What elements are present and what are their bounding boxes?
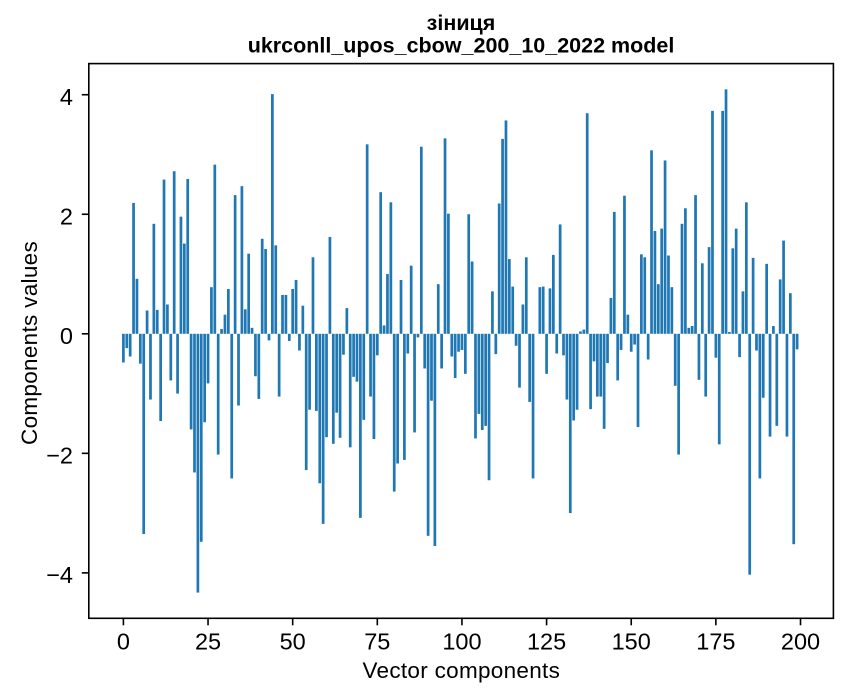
svg-text:200: 200: [781, 628, 820, 654]
svg-text:−4: −4: [46, 562, 73, 588]
svg-text:Vector components: Vector components: [362, 658, 560, 683]
svg-text:4: 4: [60, 84, 73, 110]
svg-text:50: 50: [280, 628, 306, 654]
svg-text:ukrconll_upos_cbow_200_10_2022: ukrconll_upos_cbow_200_10_2022 model: [248, 34, 675, 58]
svg-text:150: 150: [612, 628, 651, 654]
svg-text:25: 25: [195, 628, 221, 654]
svg-text:−2: −2: [46, 443, 73, 469]
svg-text:100: 100: [442, 628, 481, 654]
svg-text:0: 0: [60, 323, 73, 349]
svg-text:зіниця: зіниця: [427, 11, 496, 35]
svg-text:2: 2: [60, 203, 73, 229]
svg-text:75: 75: [364, 628, 390, 654]
svg-text:Components values: Components values: [17, 241, 42, 445]
svg-text:175: 175: [696, 628, 735, 654]
svg-text:0: 0: [117, 628, 130, 654]
svg-text:125: 125: [527, 628, 566, 654]
